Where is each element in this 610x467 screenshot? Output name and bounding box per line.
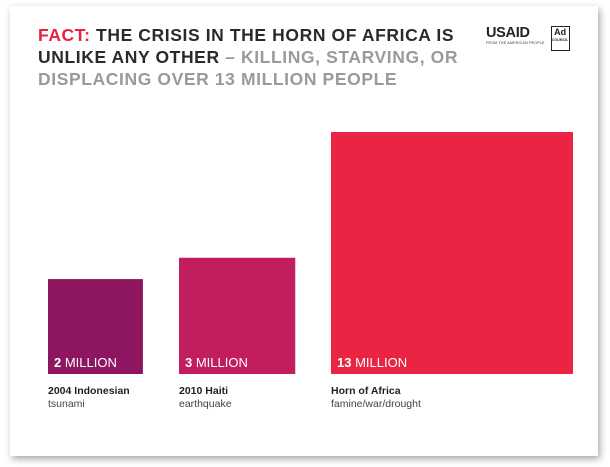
ad-council-ad: Ad xyxy=(554,27,567,37)
headline-sub: – KILLING, STARVING, OR DISPLACING OVER … xyxy=(38,47,459,89)
bar-caption-subtitle: famine/war/drought xyxy=(331,398,421,410)
bar-caption-title: 2004 Indonesian xyxy=(48,385,130,397)
headline-main: THE CRISIS IN THE HORN OF AFRICA IS UNLI… xyxy=(38,25,455,67)
bar-square xyxy=(179,257,296,374)
bar-value-label: 13 MILLION xyxy=(337,355,407,370)
headline: FACT: THE CRISIS IN THE HORN OF AFRICA I… xyxy=(38,24,478,90)
ad-council-logo: Ad COUNCIL xyxy=(550,26,570,51)
usaid-wordmark: USAID xyxy=(486,25,530,41)
bar-square xyxy=(48,279,143,374)
headline-fact: FACT: xyxy=(38,25,91,45)
bar-value-label: 2 MILLION xyxy=(54,355,117,370)
bar-caption-subtitle: tsunami xyxy=(48,398,85,410)
usaid-logo: USAID FROM THE AMERICAN PEOPLE xyxy=(486,26,545,46)
sponsor-logos: USAID FROM THE AMERICAN PEOPLE Ad COUNCI… xyxy=(486,26,570,54)
bar-square xyxy=(331,132,573,374)
bar-caption-title: 2010 Haiti xyxy=(179,385,228,397)
bar-value-label: 3 MILLION xyxy=(185,355,248,370)
bar-caption-title: Horn of Africa xyxy=(331,385,401,397)
ad-council-council: COUNCIL xyxy=(551,38,569,42)
usaid-tagline: FROM THE AMERICAN PEOPLE xyxy=(486,41,545,45)
bar-caption-subtitle: earthquake xyxy=(179,398,232,410)
